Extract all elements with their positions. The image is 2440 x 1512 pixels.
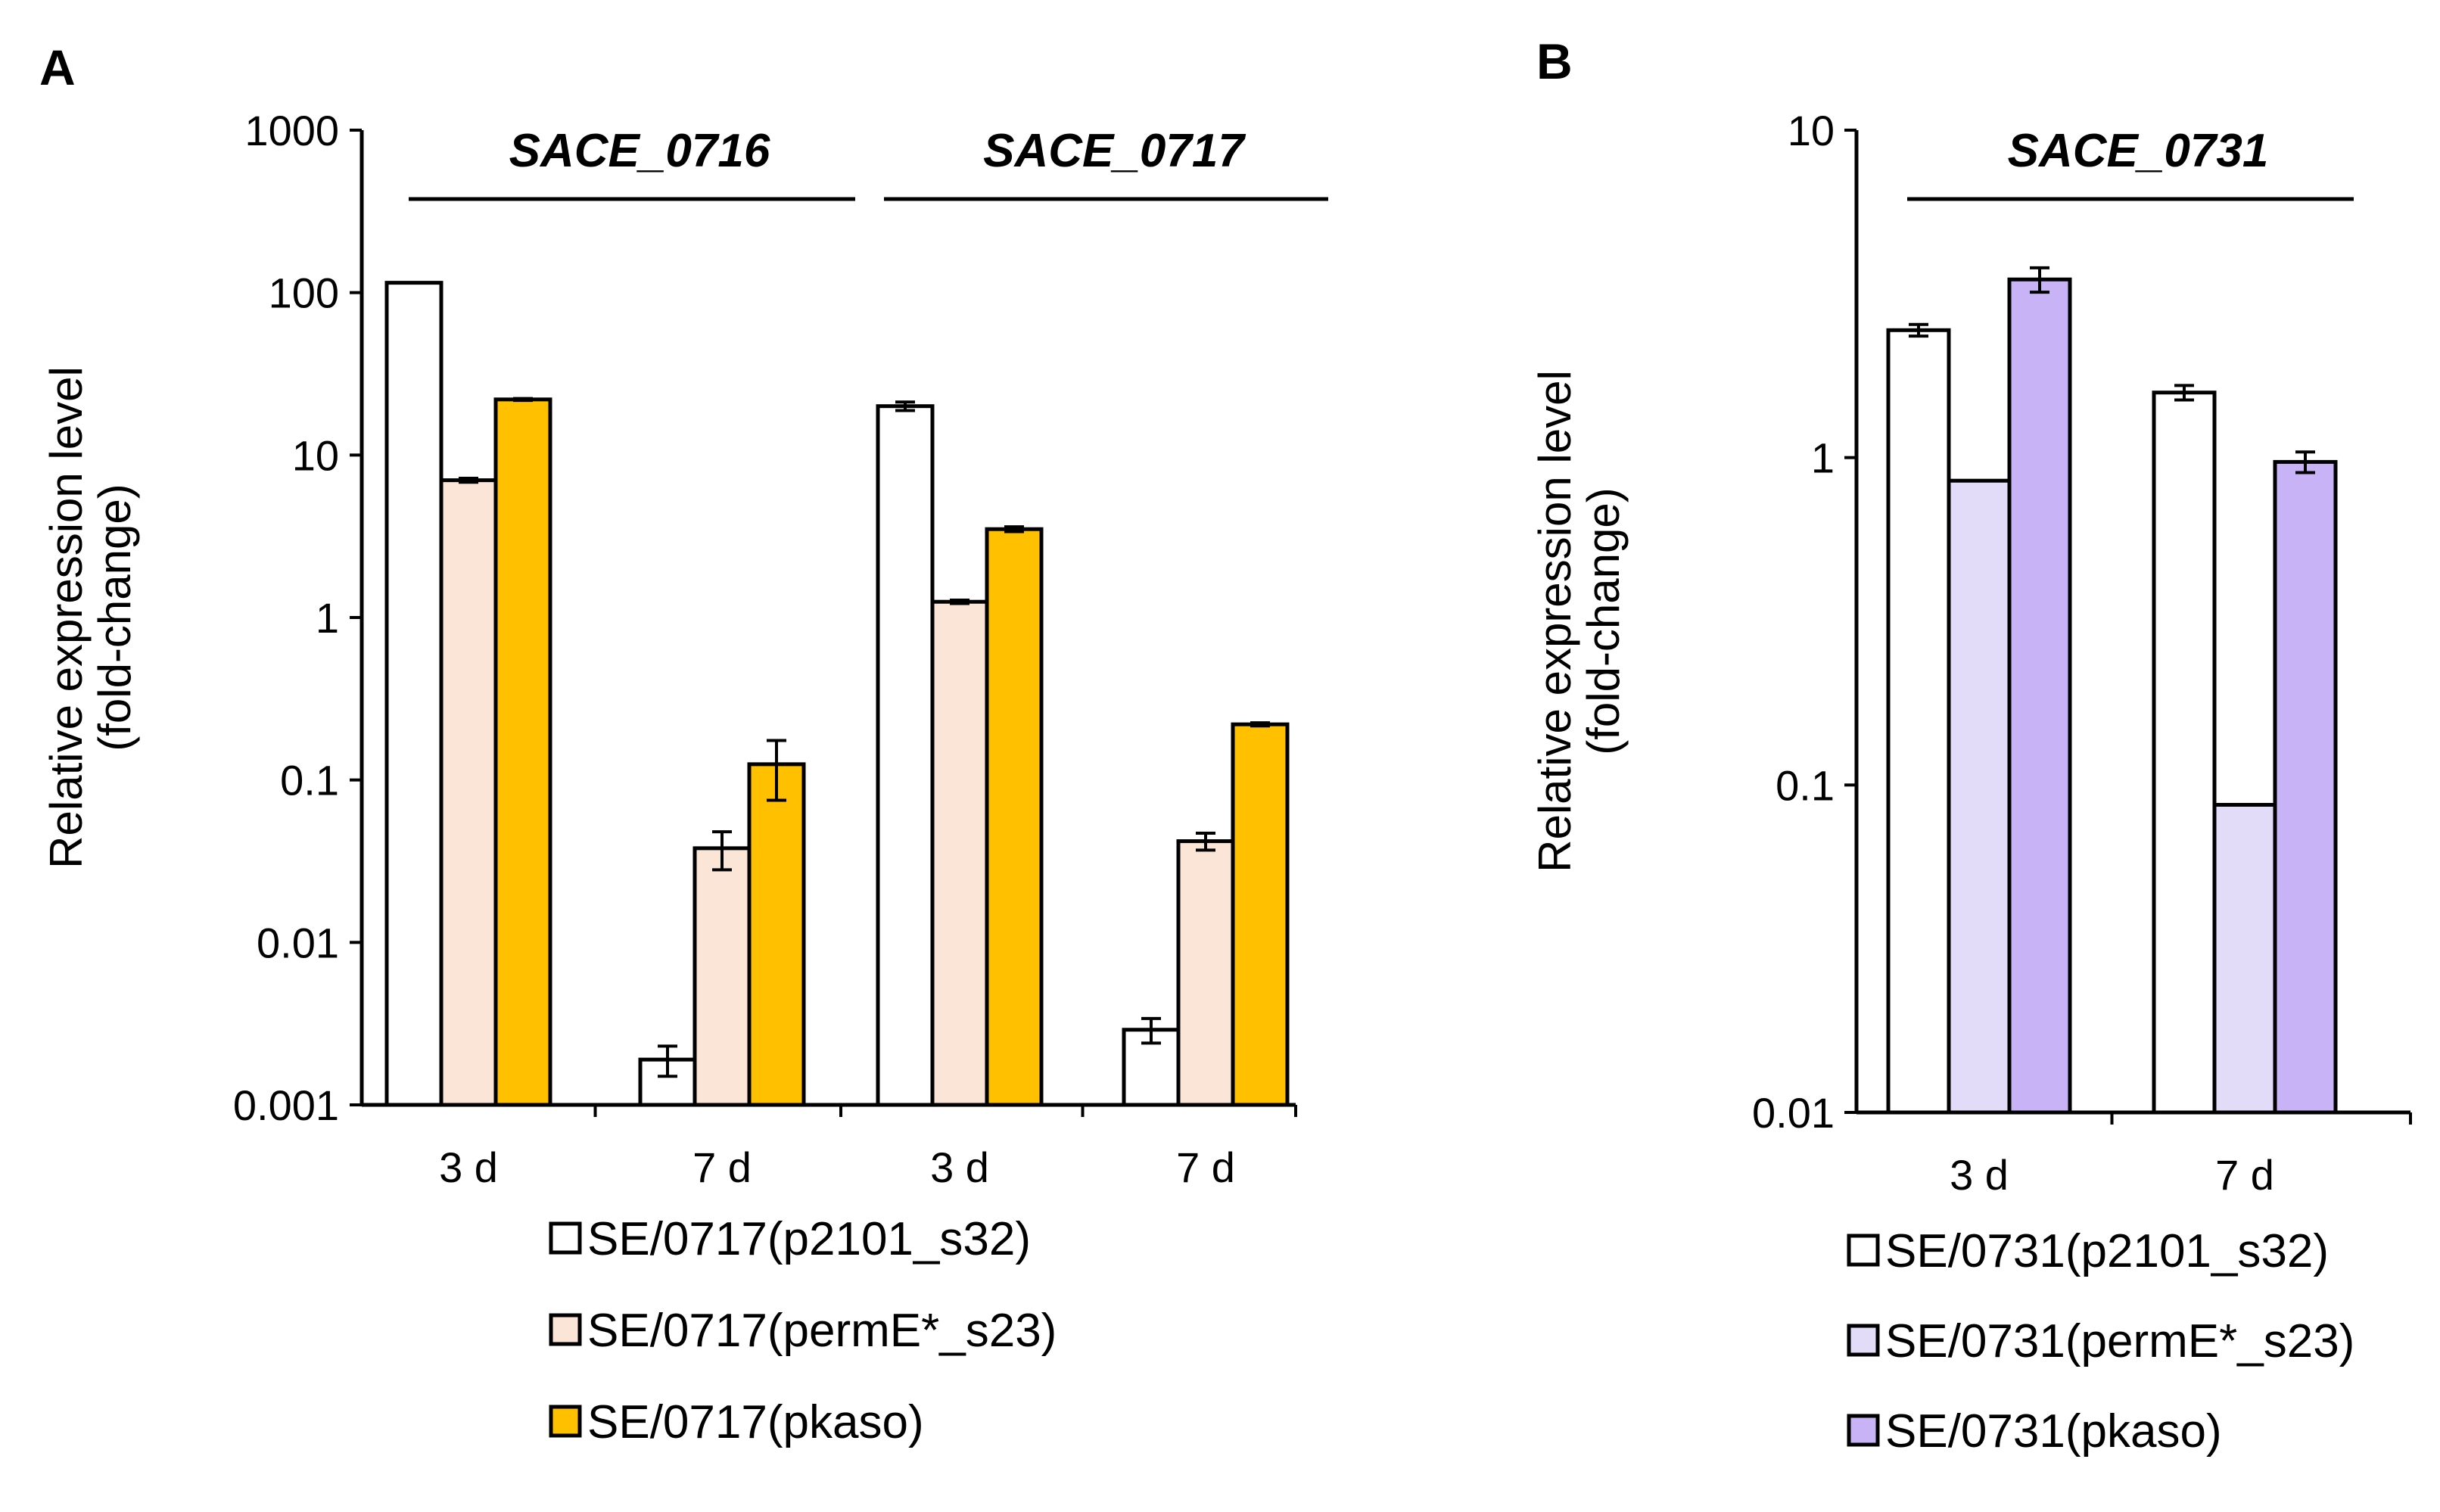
legend-label: SE/0731(p2101_s32)	[1885, 1225, 2329, 1277]
bar	[2152, 390, 2217, 1115]
panel-a-x-tick-labels: 3 d 7 d 3 d 7 d	[439, 1143, 1235, 1191]
bar	[493, 397, 552, 1107]
y-tick-label: 0.001	[233, 1081, 339, 1129]
x-tick-label: 7 d	[2215, 1151, 2274, 1199]
gene-label: SACE_0731	[2008, 125, 2269, 177]
bar	[692, 846, 752, 1107]
x-tick-label: 3 d	[439, 1143, 498, 1191]
y-axis-label: Relative expression level	[41, 366, 92, 869]
legend-label: SE/0717(p2101_s32)	[587, 1213, 1031, 1265]
bar	[2273, 459, 2338, 1115]
y-tick-label: 1	[1811, 434, 1835, 482]
bar	[1886, 328, 1951, 1115]
legend-label: SE/0731(pkaso)	[1885, 1405, 2222, 1458]
panel-b-x-tick-labels: 3 d 7 d	[1950, 1151, 2274, 1199]
legend-swatch	[549, 1405, 582, 1438]
panel-b-gene-labels: SACE_0731	[1907, 125, 2354, 201]
panel-b-axes: 10 1 0.1 0.01	[1752, 107, 2412, 1137]
panel-b: B SACE_0731 Relative expression level(fo…	[1530, 33, 2412, 1458]
legend-swatch	[1847, 1234, 1880, 1267]
x-tick-label: 7 d	[692, 1143, 752, 1191]
x-tick-label: 3 d	[1950, 1151, 2009, 1199]
y-tick-label: 0.01	[257, 919, 339, 966]
legend-label: SE/0717(permE*_s23)	[587, 1305, 1057, 1357]
bar	[876, 404, 935, 1107]
panel-a-axes: 1000 100 10 1 0.1 0.01 0.001	[233, 107, 1297, 1129]
panel-b-y-axis-label: Relative expression level(fold-change)	[1530, 370, 1629, 873]
bar	[985, 527, 1044, 1107]
y-tick-label: 1	[316, 594, 339, 642]
gene-label: SACE_0716	[509, 125, 770, 177]
bar	[384, 281, 443, 1107]
y-tick-label: 1000	[244, 107, 339, 154]
y-tick-label: 0.1	[1776, 761, 1835, 809]
legend-swatch	[549, 1313, 582, 1346]
panel-a: A SACE_0716 SACE_0717 Relative expression…	[39, 39, 1328, 1448]
bar	[2007, 277, 2072, 1115]
y-axis-label: (fold-change)	[1578, 487, 1629, 755]
panel-b-letter: B	[1536, 33, 1573, 89]
bar	[747, 762, 806, 1107]
panel-a-legend: SE/0717(p2101_s32) SE/0717(permE*_s23) SE/…	[549, 1213, 1057, 1448]
legend-swatch	[1847, 1324, 1880, 1357]
y-axis-label: Relative expression level	[1530, 370, 1580, 873]
bar	[2212, 803, 2277, 1115]
bar	[1176, 839, 1235, 1107]
y-tick-label: 0.1	[280, 757, 339, 804]
y-axis-label: (fold-change)	[89, 484, 140, 751]
bar	[1947, 478, 2012, 1115]
panel-a-y-axis-label: Relative expression level(fold-change)	[41, 366, 140, 869]
panel-a-gene-labels: SACE_0716 SACE_0717	[409, 125, 1328, 201]
panel-b-legend: SE/0731(p2101_s32) SE/0731(permE*_s23) SE/…	[1847, 1225, 2354, 1458]
bar	[930, 599, 989, 1107]
y-tick-label: 10	[292, 431, 339, 479]
bar	[439, 478, 498, 1107]
y-tick-label: 10	[1788, 107, 1835, 154]
y-tick-label: 100	[269, 269, 339, 317]
y-tick-label: 0.01	[1752, 1089, 1835, 1137]
panel-a-letter: A	[39, 39, 76, 95]
x-tick-label: 3 d	[930, 1143, 989, 1191]
legend-swatch	[1847, 1414, 1880, 1447]
legend-label: SE/0717(pkaso)	[587, 1396, 924, 1448]
panel-b-bars	[1886, 266, 2338, 1115]
bar	[1231, 722, 1290, 1107]
legend-swatch	[549, 1221, 582, 1255]
panel-a-bars	[384, 281, 1290, 1107]
legend-label: SE/0731(permE*_s23)	[1885, 1315, 2354, 1367]
gene-label: SACE_0717	[983, 125, 1246, 177]
x-tick-label: 7 d	[1176, 1143, 1235, 1191]
